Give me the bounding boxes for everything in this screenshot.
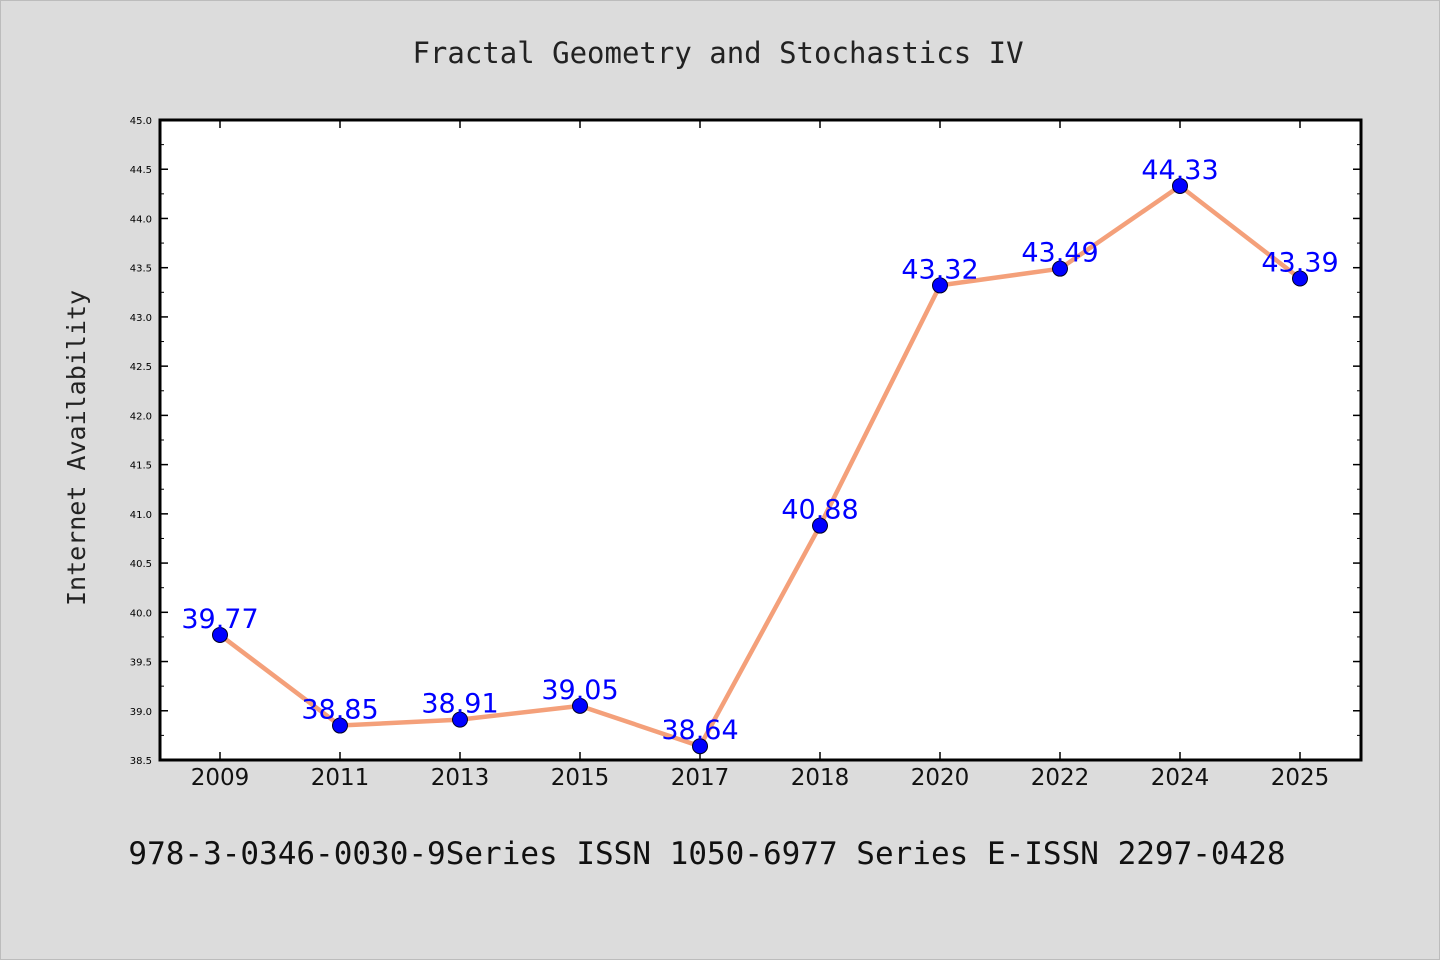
y-tick-label: 45.0: [130, 116, 152, 127]
y-tick-label: 43.5: [130, 264, 152, 275]
data-label: 38.91: [421, 689, 498, 720]
x-tick-label: 2013: [431, 765, 490, 791]
y-axis-label: Internet Availability: [62, 290, 91, 606]
x-tick-label: 2011: [311, 765, 370, 791]
data-label: 43.39: [1261, 248, 1338, 279]
data-point: [1292, 270, 1308, 287]
data-point: [692, 738, 708, 755]
data-point: [212, 626, 228, 643]
x-axis: 2009 2011 2013 2015 2017 2018 2020 2022 2024 2025: [191, 120, 1330, 791]
data-point: [332, 717, 348, 734]
data-labels: 39.77 38.85 38.91 39.05 38.64 40.88 43.32 43.49…: [181, 155, 1338, 746]
x-tick-label: 2017: [671, 765, 730, 791]
data-label: 39.05: [541, 675, 618, 706]
data-point: [572, 697, 588, 714]
data-label: 43.32: [901, 254, 978, 285]
y-tick-label: 39.0: [130, 707, 152, 718]
series-line: [218, 183, 1302, 749]
data-label: 43.49: [1021, 238, 1098, 269]
y-tick-label: 40.5: [130, 559, 152, 570]
data-label: 44.33: [1141, 155, 1218, 186]
data-label: 38.64: [661, 715, 738, 746]
data-label: 39.77: [181, 604, 258, 635]
data-label: 38.85: [301, 695, 378, 726]
data-point: [1052, 260, 1068, 277]
y-axis: 38.5 39.0 39.5 40.0 40.5 41.0 41.5 42.0 42.5 43.0…: [130, 116, 1361, 767]
x-tick-label: 2018: [791, 765, 850, 791]
y-tick-label: 40.0: [130, 608, 152, 619]
y-tick-label: 43.0: [130, 313, 152, 324]
x-tick-label: 2009: [191, 765, 250, 791]
plot-area: [158, 118, 1363, 762]
x-tick-label: 2024: [1151, 765, 1210, 791]
y-tick-label: 42.0: [130, 411, 152, 422]
data-point: [452, 711, 468, 728]
footer-isbn-issn: 978-3-0346-0030-9Series ISSN 1050-6977 S…: [128, 836, 1285, 872]
x-tick-label: 2025: [1271, 765, 1330, 791]
data-points: [212, 177, 1308, 755]
data-point: [932, 277, 948, 294]
chart-title: Fractal Geometry and Stochastics IV: [412, 36, 1023, 70]
y-tick-label: 41.0: [130, 510, 152, 521]
y-tick-label: 39.5: [130, 658, 152, 669]
y-tick-label: 44.0: [130, 214, 152, 225]
x-tick-label: 2020: [911, 765, 970, 791]
x-tick-label: 2015: [551, 765, 610, 791]
data-label: 40.88: [781, 495, 858, 526]
x-tick-label: 2022: [1031, 765, 1090, 791]
y-tick-label: 44.5: [130, 165, 152, 176]
y-tick-label: 41.5: [130, 461, 152, 472]
data-point: [1172, 177, 1188, 194]
y-tick-label: 42.5: [130, 362, 152, 373]
data-point: [812, 517, 828, 534]
y-tick-label: 38.5: [130, 756, 152, 767]
